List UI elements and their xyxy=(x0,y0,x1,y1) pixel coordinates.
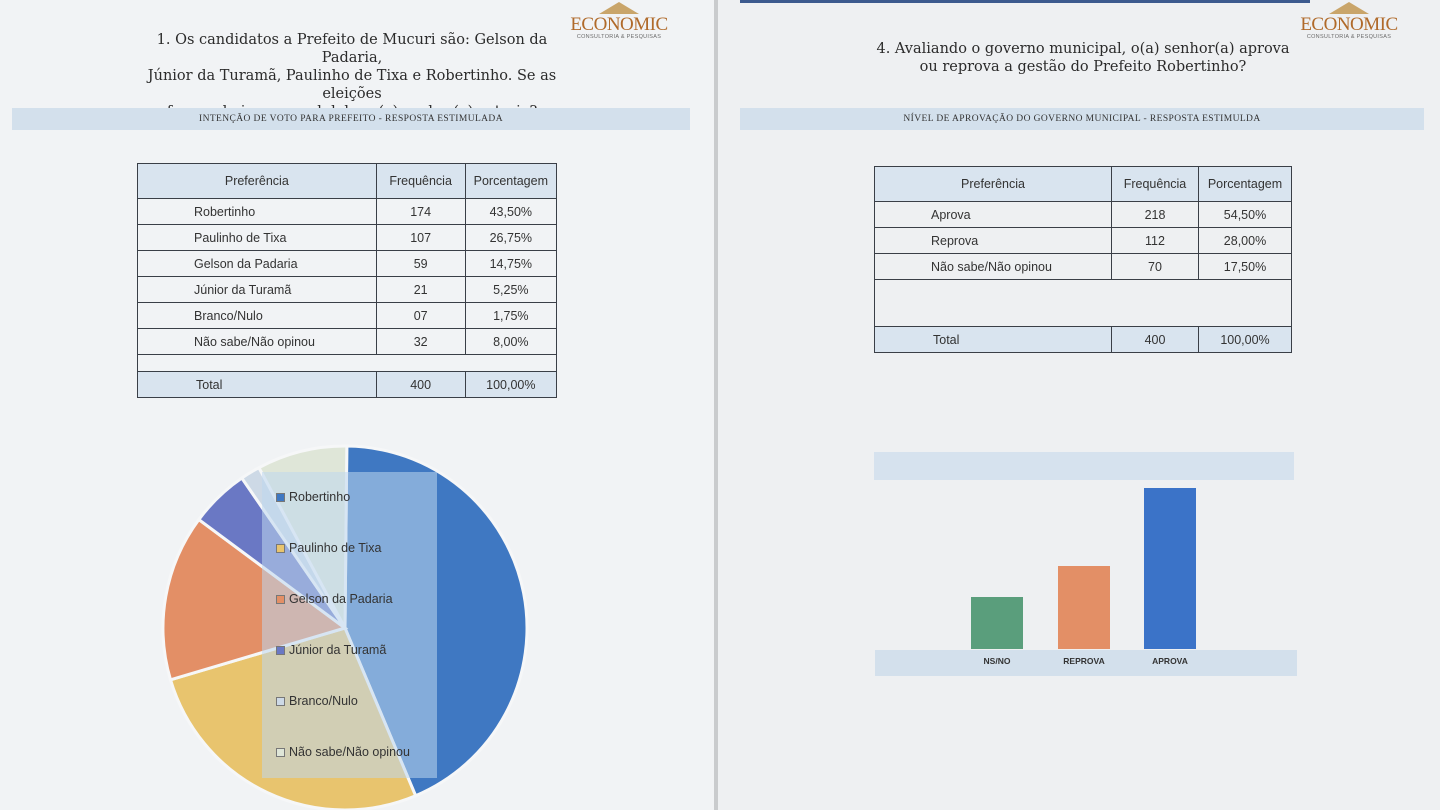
table-cell: 26,75% xyxy=(464,224,558,251)
legend-entry: Não sabe/Não opinou xyxy=(276,745,410,759)
table-cell: 21 xyxy=(375,276,466,303)
question-line: Júnior da Turamã, Paulinho de Tixa e Rob… xyxy=(147,68,557,102)
chart-axis-bar xyxy=(875,650,1297,676)
section-title-bar: INTENÇÃO DE VOTO PARA PREFEITO - RESPOST… xyxy=(12,108,690,130)
top-strip xyxy=(740,0,1310,3)
legend-label: Branco/Nulo xyxy=(289,694,358,708)
table-cell: Aprova xyxy=(874,201,1112,228)
left-page: ECONOMIC CONSULTORIA & PESQUISAS 1. Os c… xyxy=(0,0,714,810)
economic-logo: ECONOMIC CONSULTORIA & PESQUISAS xyxy=(566,2,672,40)
table-cell: 17,50% xyxy=(1198,253,1292,280)
table-cell: Reprova xyxy=(874,227,1112,254)
column-header: Porcentagem xyxy=(464,163,558,199)
bar xyxy=(1144,488,1196,649)
vote-intention-table: Preferência Frequência Porcentagem Rober… xyxy=(137,163,558,398)
pie-legend: Robertinho Paulinho de Tixa Gelson da Pada… xyxy=(262,472,437,778)
bar xyxy=(1058,566,1110,649)
table-total-row: Total 400 100,00% xyxy=(874,326,1292,353)
column-header: Preferência xyxy=(137,163,377,199)
table-cell: Total xyxy=(137,371,377,398)
legend-swatch-icon xyxy=(276,747,285,757)
column-header: Frequência xyxy=(1111,166,1199,202)
table-row: Paulinho de Tixa 107 26,75% xyxy=(137,224,558,251)
table-cell: 43,50% xyxy=(464,198,558,225)
table-cell: 107 xyxy=(375,224,466,251)
table-cell: 400 xyxy=(1111,326,1199,353)
table-row: Não sabe/Não opinou 70 17,50% xyxy=(874,253,1292,280)
column-header: Porcentagem xyxy=(1198,166,1292,202)
table-blank-row xyxy=(874,279,1292,327)
legend-swatch-icon xyxy=(276,594,285,604)
legend-entry: Júnior da Turamã xyxy=(276,643,386,657)
bar-category-label: REPROVA xyxy=(1063,656,1105,666)
table-cell: 5,25% xyxy=(464,276,558,303)
table-total-row: Total 400 100,00% xyxy=(137,371,558,398)
approval-table: Preferência Frequência Porcentagem Aprov… xyxy=(874,166,1292,353)
table-cell: Robertinho xyxy=(137,198,377,225)
legend-label: Não sabe/Não opinou xyxy=(289,745,410,759)
logo-name: ECONOMIC xyxy=(1300,14,1398,35)
legend-entry: Paulinho de Tixa xyxy=(276,541,381,555)
legend-entry: Branco/Nulo xyxy=(276,694,358,708)
page-divider xyxy=(714,0,718,810)
column-header: Frequência xyxy=(375,163,466,199)
right-page: ECONOMIC CONSULTORIA & PESQUISAS 4. Aval… xyxy=(718,0,1440,810)
column-header: Preferência xyxy=(874,166,1112,202)
table-cell: Júnior da Turamã xyxy=(137,276,377,303)
legend-swatch-icon xyxy=(276,696,285,706)
table-row: Robertinho 174 43,50% xyxy=(137,198,558,225)
bar xyxy=(971,597,1023,649)
table-cell: Branco/Nulo xyxy=(137,302,377,329)
table-cell: 70 xyxy=(1111,253,1199,280)
legend-label: Paulinho de Tixa xyxy=(289,541,382,555)
question-line: ou reprova a gestão do Prefeito Robertin… xyxy=(919,59,1247,75)
legend-swatch-icon xyxy=(276,492,285,502)
table-cell: Não sabe/Não opinou xyxy=(874,253,1112,280)
logo-mark-icon xyxy=(1329,2,1369,14)
question-line: 1. Os candidatos a Prefeito de Mucuri sã… xyxy=(156,32,548,66)
table-cell: 8,00% xyxy=(464,328,558,355)
logo-subtitle: CONSULTORIA & PESQUISAS xyxy=(1306,34,1392,40)
bar-category-label: APROVA xyxy=(1152,656,1188,666)
legend-entry: Robertinho xyxy=(276,490,350,504)
table-row: Branco/Nulo 07 1,75% xyxy=(137,302,558,329)
economic-logo: ECONOMIC CONSULTORIA & PESQUISAS xyxy=(1296,2,1402,40)
table-cell: 112 xyxy=(1111,227,1199,254)
table-cell: 400 xyxy=(375,371,466,398)
chart-title-bar xyxy=(874,452,1294,480)
table-cell: 28,00% xyxy=(1198,227,1292,254)
table-row: Júnior da Turamã 21 5,25% xyxy=(137,276,558,303)
table-cell: 100,00% xyxy=(464,371,558,398)
table-row: Reprova 112 28,00% xyxy=(874,227,1292,254)
legend-swatch-icon xyxy=(276,645,285,655)
table-row: Aprova 218 54,50% xyxy=(874,201,1292,228)
logo-name: ECONOMIC xyxy=(570,14,668,35)
table-cell: 100,00% xyxy=(1198,326,1292,353)
question-line: 4. Avaliando o governo municipal, o(a) s… xyxy=(876,41,1290,57)
table-cell: 54,50% xyxy=(1198,201,1292,228)
table-row: Gelson da Padaria 59 14,75% xyxy=(137,250,558,277)
table-cell: Total xyxy=(874,326,1112,353)
legend-label: Júnior da Turamã xyxy=(289,643,387,657)
legend-label: Robertinho xyxy=(289,490,351,504)
question-text: 4. Avaliando o governo municipal, o(a) s… xyxy=(868,40,1298,76)
section-title-bar: NÍVEL DE APROVAÇÃO DO GOVERNO MUNICIPAL … xyxy=(740,108,1424,130)
legend-label: Gelson da Padaria xyxy=(289,592,393,606)
table-cell: 218 xyxy=(1111,201,1199,228)
bar-category-label: NS/NO xyxy=(983,656,1011,666)
legend-entry: Gelson da Padaria xyxy=(276,592,393,606)
logo-subtitle: CONSULTORIA & PESQUISAS xyxy=(576,34,662,40)
legend-swatch-icon xyxy=(276,543,285,553)
